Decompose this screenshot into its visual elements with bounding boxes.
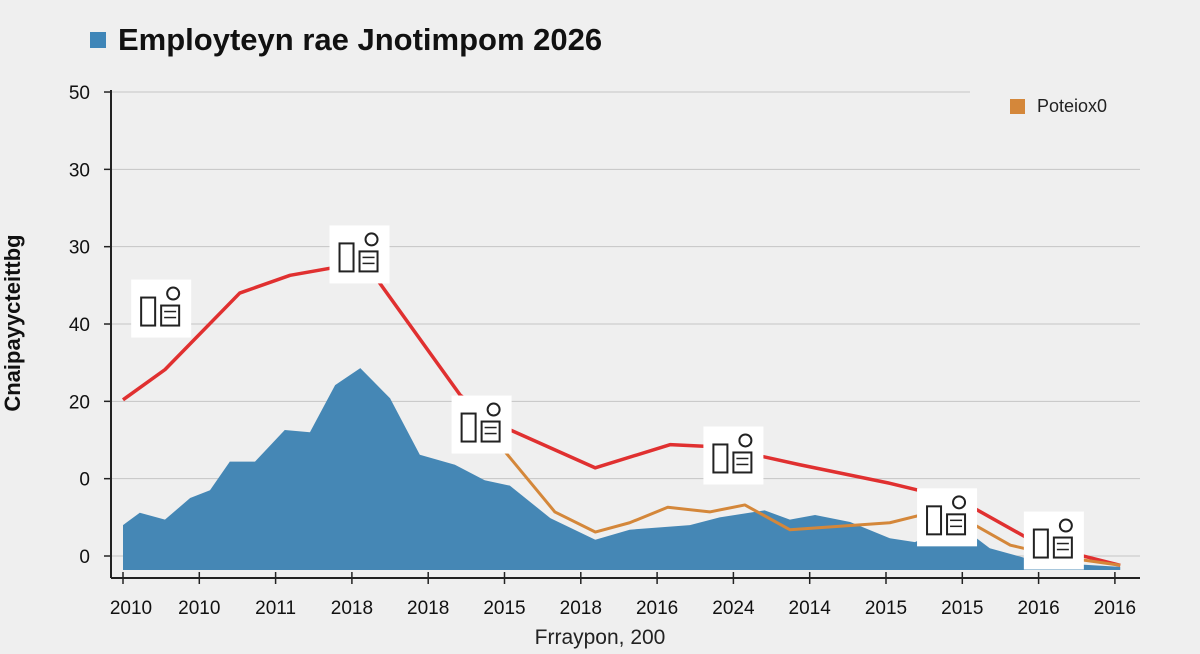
bank-money-icon: [451, 395, 512, 454]
x-tick-label: 2015: [941, 598, 983, 619]
icon-building: [160, 304, 181, 327]
icon-detail: [738, 433, 753, 448]
title-swatch: [90, 32, 106, 48]
workers-city-icon: [329, 225, 390, 284]
legend: Poteiox0: [1010, 96, 1107, 117]
icon-building: [1032, 528, 1049, 559]
orange-line-series: [494, 439, 1121, 567]
x-axis-label: Frraypon, 200: [534, 626, 666, 649]
x-tick-label: 2010: [110, 598, 152, 619]
legend-label: Poteiox0: [1037, 96, 1108, 116]
x-tick-label: 2015: [865, 598, 907, 619]
icon-detail: [1058, 518, 1073, 533]
x-tick-label: 2024: [712, 598, 755, 619]
factory-icon: [703, 426, 764, 485]
icon-building: [1052, 536, 1073, 559]
y-tick-label: 0: [79, 547, 90, 568]
x-tick-label: 2015: [483, 598, 525, 619]
x-tick-label: 2016: [636, 598, 678, 619]
x-tick-label: 2018: [407, 598, 449, 619]
icon-detail: [166, 286, 181, 301]
icon-detail: [952, 495, 967, 510]
x-tick-label: 2010: [178, 598, 220, 619]
x-tick-label: 2018: [560, 598, 602, 619]
y-tick-label: 50: [69, 83, 90, 104]
icon-building: [358, 250, 379, 273]
chat-worker-icon: [917, 488, 978, 547]
area-series: [123, 368, 1121, 570]
x-tick-label: 2014: [789, 598, 832, 619]
x-tick-label: 2016: [1017, 598, 1059, 619]
icon-building: [712, 443, 729, 474]
icon-building: [946, 513, 967, 536]
icon-building: [338, 242, 355, 273]
y-tick-label: 20: [69, 392, 90, 413]
x-tick-label: 2018: [331, 598, 373, 619]
house-worker-icon: [1023, 511, 1084, 570]
title-text: Employteyn rae Jnotimpom 2026: [118, 22, 603, 57]
chart-title: Employteyn rae Jnotimpom 2026: [90, 22, 602, 58]
icon-building: [460, 412, 477, 443]
icon-building: [732, 451, 753, 474]
legend-swatch: [1010, 99, 1025, 114]
y-tick-label: 30: [69, 238, 90, 259]
icon-detail: [486, 402, 501, 417]
y-tick-label: 0: [79, 470, 90, 491]
icon-building: [480, 420, 501, 443]
y-tick-label: 30: [69, 160, 90, 181]
icon-building: [926, 505, 943, 536]
x-tick-label: 2011: [255, 598, 296, 619]
office-growth-icon: [131, 279, 192, 338]
icon-building: [140, 296, 157, 327]
icon-detail: [364, 232, 379, 247]
x-tick-label: 2016: [1094, 598, 1136, 619]
y-tick-label: 40: [69, 315, 90, 336]
